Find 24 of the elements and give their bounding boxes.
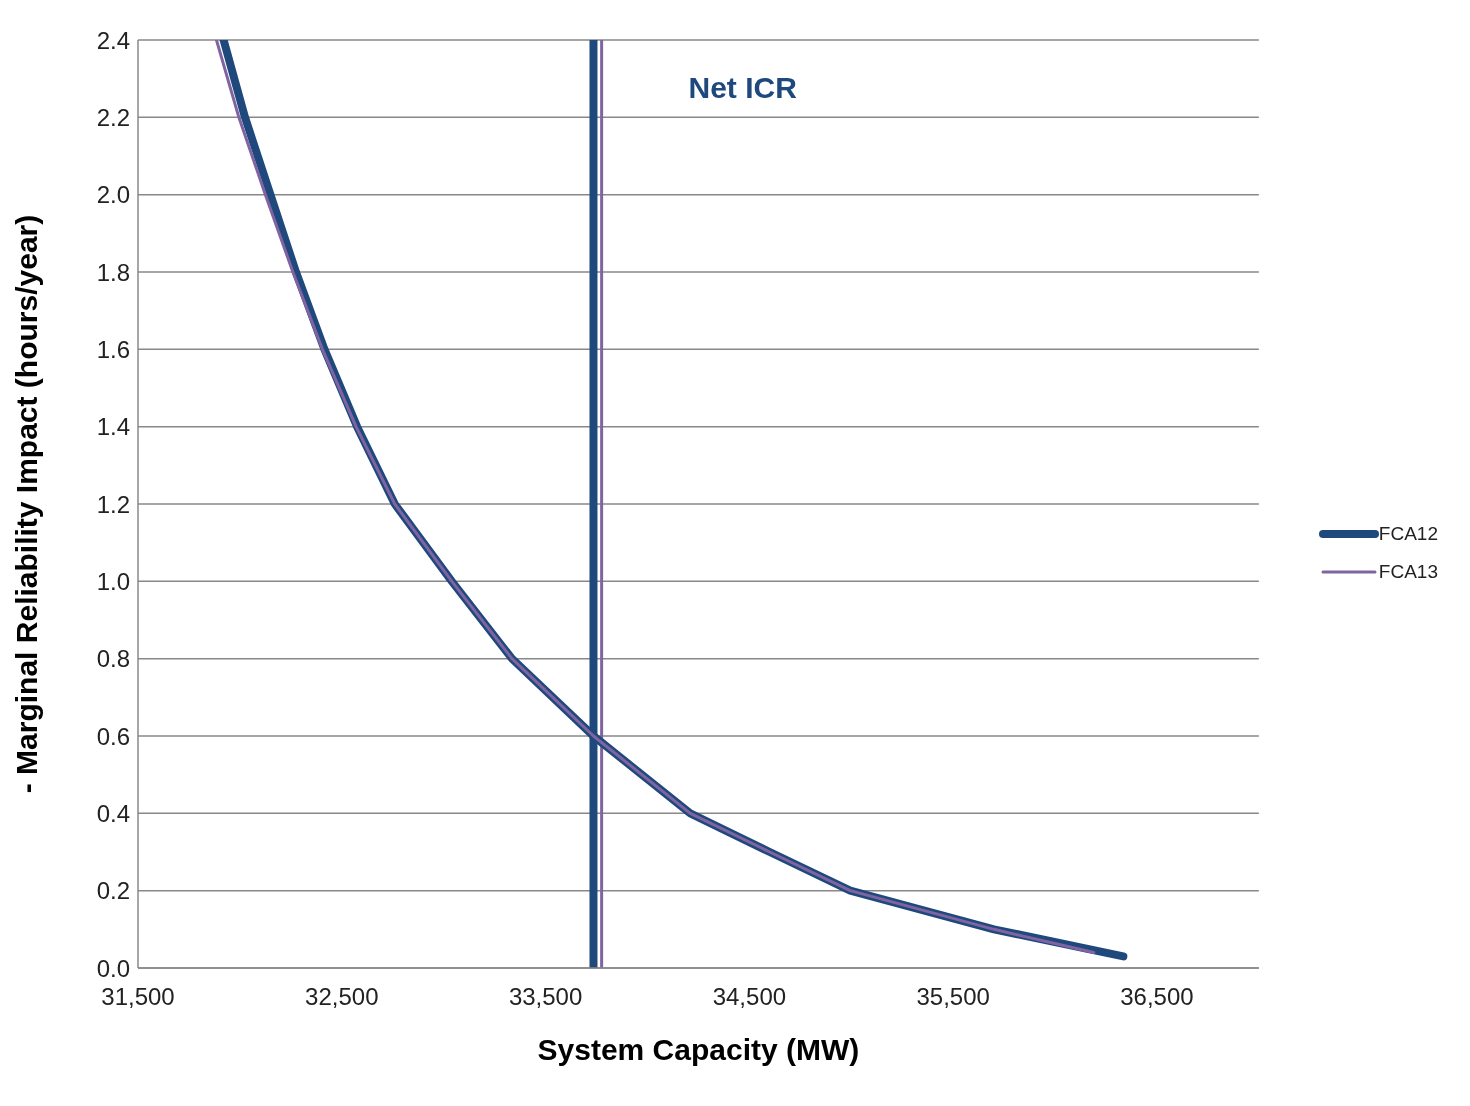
x-tick-label: 33,500 [508, 983, 583, 1011]
y-tick-label: 0.8 [96, 645, 130, 673]
legend-label: FCA13 [1378, 561, 1438, 583]
y-tick-label: 2.2 [96, 103, 130, 131]
x-tick-label: 35,500 [916, 983, 990, 1011]
y-tick-label: 2.4 [96, 26, 130, 54]
ref-line-label: Net ICR [688, 71, 798, 104]
x-tick-label: 36,500 [1120, 983, 1194, 1011]
x-tick-label: 34,500 [712, 983, 787, 1011]
y-tick-label: 0.2 [96, 877, 130, 905]
y-tick-label: 0.4 [96, 799, 130, 827]
y-tick-label: 1.8 [96, 258, 130, 286]
y-tick-label: 1.4 [96, 413, 130, 441]
y-tick-label: 0.6 [96, 722, 130, 750]
y-tick-label: 1.6 [96, 335, 130, 363]
y-tick-label: 1.2 [96, 490, 130, 518]
y-tick-label: 2.0 [96, 181, 130, 209]
x-axis-title: System Capacity (MW) [537, 1033, 860, 1066]
y-axis-title: - Marginal Reliability Impact (hours/year) [9, 214, 43, 794]
x-tick-label: 32,500 [305, 983, 379, 1011]
y-tick-label: 0.0 [96, 954, 130, 982]
y-tick-label: 1.0 [96, 567, 130, 595]
x-tick-label: 31,500 [101, 983, 175, 1011]
legend-label: FCA12 [1378, 523, 1438, 545]
